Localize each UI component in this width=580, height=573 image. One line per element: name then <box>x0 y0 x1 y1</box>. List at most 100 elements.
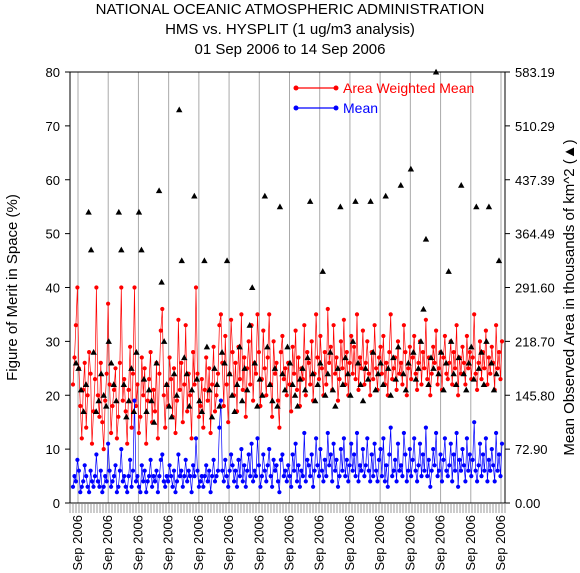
area-triangle <box>135 208 143 215</box>
area-weighted-mean-point <box>148 350 153 355</box>
mean-point <box>378 447 383 452</box>
mean-point <box>113 463 118 468</box>
area-triangle <box>332 402 339 409</box>
area-triangle <box>385 365 392 371</box>
area-triangle <box>72 359 80 366</box>
area-weighted-mean-point <box>230 350 235 355</box>
area-weighted-mean-point <box>318 333 323 339</box>
mean-point <box>428 484 433 489</box>
mean-point <box>110 479 115 484</box>
area-weighted-mean-point <box>191 350 196 355</box>
area-weighted-mean-point <box>442 333 447 339</box>
mean-point <box>183 457 188 462</box>
area-triangle <box>120 381 128 388</box>
area-weighted-mean-point <box>85 393 90 398</box>
area-triangle <box>354 359 362 366</box>
area-triangle <box>123 413 130 420</box>
area-weighted-mean-point <box>315 355 320 360</box>
area-weighted-mean-point <box>379 371 384 376</box>
mean-point <box>337 474 342 479</box>
mean-point <box>130 468 136 473</box>
area-triangle <box>357 381 364 388</box>
area-triangle <box>266 381 274 388</box>
mean-point <box>475 479 480 484</box>
area-weighted-mean-point <box>107 382 112 387</box>
area-triangle <box>241 365 248 371</box>
mean-point <box>85 484 90 489</box>
area-triangle <box>369 348 377 355</box>
area-weighted-mean-point <box>381 333 386 339</box>
mean-point <box>81 479 86 484</box>
area-triangle <box>392 375 399 382</box>
mean-point <box>126 474 131 479</box>
mean-point <box>347 463 352 468</box>
area-triangle <box>427 354 435 361</box>
legend-marker <box>293 85 299 91</box>
mean-point <box>217 425 222 430</box>
mean-point <box>419 474 424 479</box>
area-weighted-mean-point <box>113 366 118 371</box>
mean-point <box>489 447 494 452</box>
mean-point <box>267 447 272 452</box>
area-triangle <box>160 338 168 344</box>
mean-point <box>334 457 339 462</box>
mean-point <box>278 457 283 462</box>
area-weighted-mean-point <box>139 355 144 360</box>
mean-point <box>192 474 197 479</box>
area-triangle <box>92 408 100 414</box>
area-weighted-mean-point <box>347 360 352 365</box>
area-weighted-mean-point <box>387 350 392 355</box>
area-triangle <box>405 359 412 366</box>
x-tick-label: Sep 2006 <box>312 515 327 571</box>
mean-point <box>400 474 405 479</box>
area-triangle <box>465 359 472 366</box>
mean-point <box>469 474 474 479</box>
x-tick-label: Sep 2006 <box>402 515 417 571</box>
mean-point <box>422 468 427 473</box>
y-tick-label: 40 <box>46 281 60 296</box>
mean-point <box>497 452 502 457</box>
mean-point <box>230 463 235 468</box>
mean-point <box>476 463 481 468</box>
mean-point <box>122 474 127 479</box>
x-tick-label: Sep 2006 <box>342 515 357 571</box>
mean-point <box>429 468 434 473</box>
area-triangle <box>178 257 185 264</box>
area-weighted-mean-point <box>352 344 357 349</box>
area-weighted-mean-point <box>407 344 412 349</box>
area-weighted-mean-point <box>106 301 111 306</box>
area-weighted-mean-point <box>365 339 370 344</box>
mean-point <box>495 468 500 473</box>
area-weighted-mean-point <box>202 387 207 392</box>
area-weighted-mean-point <box>350 371 355 376</box>
mean-point <box>145 479 150 484</box>
area-triangle <box>296 375 304 382</box>
y-tick-label: 0 <box>53 496 60 511</box>
area-weighted-mean-point <box>237 377 242 382</box>
area-triangle <box>480 381 488 388</box>
mean-point <box>426 457 431 462</box>
area-weighted-mean-point <box>398 360 404 365</box>
mean-point <box>363 463 368 468</box>
area-weighted-mean-point <box>283 366 288 371</box>
area-weighted-mean-point <box>135 382 140 387</box>
mean-point <box>463 479 468 484</box>
area-triangle <box>395 343 402 350</box>
area-weighted-mean-point <box>72 355 77 360</box>
mean-point <box>379 474 384 479</box>
area-weighted-mean-point <box>384 360 389 365</box>
area-weighted-mean-point <box>177 387 182 392</box>
x-tick-label: Sep 2006 <box>191 515 206 571</box>
area-weighted-mean-point <box>454 323 459 328</box>
mean-point <box>483 436 488 441</box>
mean-point <box>163 484 168 489</box>
mean-point <box>185 479 190 484</box>
area-weighted-mean-point <box>98 360 103 365</box>
area-weighted-mean-point <box>333 371 338 376</box>
area-weighted-mean-point <box>119 285 124 290</box>
mean-point <box>447 463 452 468</box>
area-weighted-mean-point <box>331 323 336 328</box>
area-triangle <box>425 381 432 388</box>
area-weighted-mean-point <box>218 312 223 317</box>
